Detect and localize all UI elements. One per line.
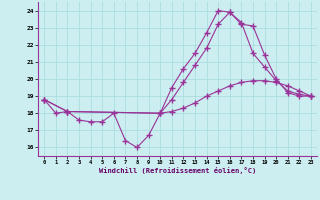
X-axis label: Windchill (Refroidissement éolien,°C): Windchill (Refroidissement éolien,°C) [99, 167, 256, 174]
